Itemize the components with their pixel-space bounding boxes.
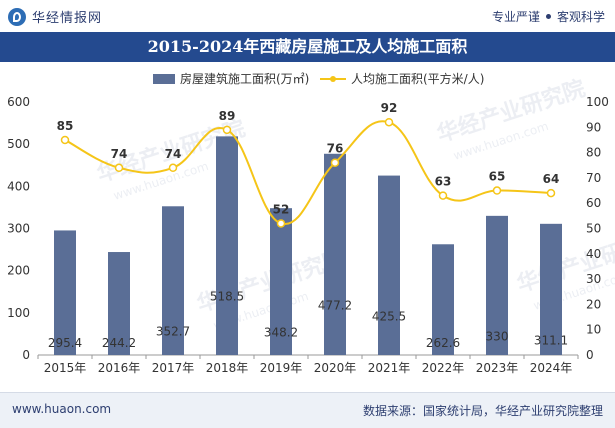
- brand-logo-icon: [8, 7, 26, 26]
- y-right-tick-label: 50: [586, 222, 601, 236]
- legend-bar-label: 房屋建筑施工面积(万㎡): [180, 71, 309, 86]
- y-right-tick-label: 20: [586, 297, 601, 311]
- line-value-label: 85: [57, 119, 74, 133]
- bar: [216, 136, 238, 355]
- x-tick-label: 2019年: [260, 361, 303, 375]
- y-right-tick-label: 70: [586, 171, 601, 185]
- y-right-tick-label: 10: [586, 323, 601, 337]
- bars: [54, 136, 562, 355]
- bar: [324, 153, 346, 355]
- line-point: [276, 219, 286, 228]
- line-point: [546, 188, 556, 198]
- y-left-tick-label: 0: [22, 348, 30, 362]
- line-point: [168, 163, 178, 173]
- brand: 华经情报网: [8, 7, 102, 26]
- y-right-tick-label: 100: [586, 95, 609, 109]
- line-value-label: 64: [543, 172, 560, 186]
- y-right-tick-label: 30: [586, 272, 601, 286]
- line-point: [60, 135, 70, 145]
- y-right-tick-label: 60: [586, 196, 601, 210]
- y-right-tick-label: 40: [586, 247, 601, 261]
- y-left-tick-label: 600: [7, 95, 30, 109]
- footer-source: 数据来源：国家统计局，华经产业研究院整理: [362, 404, 603, 418]
- bar-value-label: 262.6: [426, 336, 460, 350]
- bar-value-label: 477.2: [318, 298, 352, 312]
- bar: [432, 244, 454, 355]
- y-left-tick-label: 300: [7, 222, 30, 236]
- title-band: 2015-2024年西藏房屋施工及人均施工面积: [0, 32, 615, 62]
- x-tick-label: 2022年: [422, 361, 465, 375]
- chart-canvas: 华经产业研究院www.huaon.com华经产业研究院www.huaon.com…: [7, 71, 615, 375]
- bar-value-label: 330: [486, 329, 509, 343]
- bar: [162, 206, 184, 355]
- line-value-label: 65: [489, 170, 506, 184]
- bar: [270, 208, 292, 355]
- axes: 0 100 200 300 400 500 600 0 10 20 30 40 50 60 70 80 90 10…: [7, 95, 609, 375]
- x-tick-label: 2023年: [476, 361, 519, 375]
- slogan-tags: 专业严谨 客观科学: [492, 8, 605, 25]
- line-point: [114, 163, 124, 173]
- line-point: [384, 117, 394, 127]
- line-point: [330, 158, 340, 167]
- line-value-label: 74: [165, 147, 182, 161]
- bar: [486, 215, 508, 355]
- x-tick-label: 2018年: [206, 361, 249, 375]
- line-value-label: 92: [381, 101, 398, 115]
- chart-title: 2015-2024年西藏房屋施工及人均施工面积: [147, 37, 468, 56]
- bar: [54, 230, 76, 355]
- bar-value-label: 311.1: [534, 333, 568, 347]
- line-point: [492, 186, 502, 195]
- bar: [108, 252, 130, 355]
- x-tick-label: 2016年: [98, 361, 141, 375]
- dot-separator-icon: [545, 14, 551, 19]
- x-tick-label: 2020年: [314, 361, 357, 375]
- bar-value-label: 244.2: [102, 336, 136, 350]
- line-value-label: 74: [111, 147, 128, 161]
- line-point: [222, 125, 232, 135]
- line-value-label: 63: [435, 175, 452, 189]
- footer-website: www.huaon.com: [12, 402, 112, 416]
- footer: www.huaon.com 数据来源：国家统计局，华经产业研究院整理: [0, 392, 615, 428]
- legend-line-label: 人均施工面积(平方米/人): [351, 71, 484, 86]
- bar-value-label: 348.2: [264, 326, 298, 340]
- line-value-label: 52: [273, 202, 290, 216]
- line-point: [438, 191, 448, 200]
- bar-value-label: 425.5: [372, 309, 406, 323]
- top-bar: 华经情报网 专业严谨 客观科学: [0, 0, 615, 32]
- bar-value-label: 518.5: [210, 290, 244, 304]
- y-right-tick-label: 90: [586, 120, 601, 134]
- line-value-label: 89: [219, 109, 236, 123]
- legend-line-marker: [330, 76, 336, 82]
- x-tick-label: 2017年: [152, 361, 195, 375]
- y-left-tick-label: 200: [7, 264, 30, 278]
- y-left-tick-label: 100: [7, 306, 30, 320]
- y-left-tick-label: 400: [7, 179, 30, 193]
- brand-name: 华经情报网: [32, 11, 103, 26]
- x-tick-label: 2024年: [530, 361, 573, 375]
- bar: [378, 175, 400, 355]
- y-right-tick-label: 0: [586, 348, 594, 362]
- labels: 295.4 244.2 352.7 518.5 348.2 477.2 425.5 262.6…: [48, 101, 568, 350]
- slogan-tag-2: 客观科学: [556, 10, 605, 24]
- x-tick-label: 2021年: [368, 361, 411, 375]
- legend: 房屋建筑施工面积(万㎡) 人均施工面积(平方米/人): [153, 71, 484, 86]
- line-layer: [60, 117, 556, 228]
- bar-value-label: 295.4: [48, 336, 82, 350]
- per-capita-line: [64, 120, 552, 225]
- x-tick-label: 2015年: [44, 361, 87, 375]
- y-left-tick-label: 500: [7, 137, 30, 151]
- bar-value-label: 352.7: [156, 325, 190, 339]
- slogan-tag-1: 专业严谨: [491, 10, 540, 24]
- line-value-label: 76: [327, 142, 344, 156]
- bar: [540, 223, 562, 355]
- legend-bar-swatch: [153, 74, 175, 84]
- y-right-tick-label: 80: [586, 146, 601, 160]
